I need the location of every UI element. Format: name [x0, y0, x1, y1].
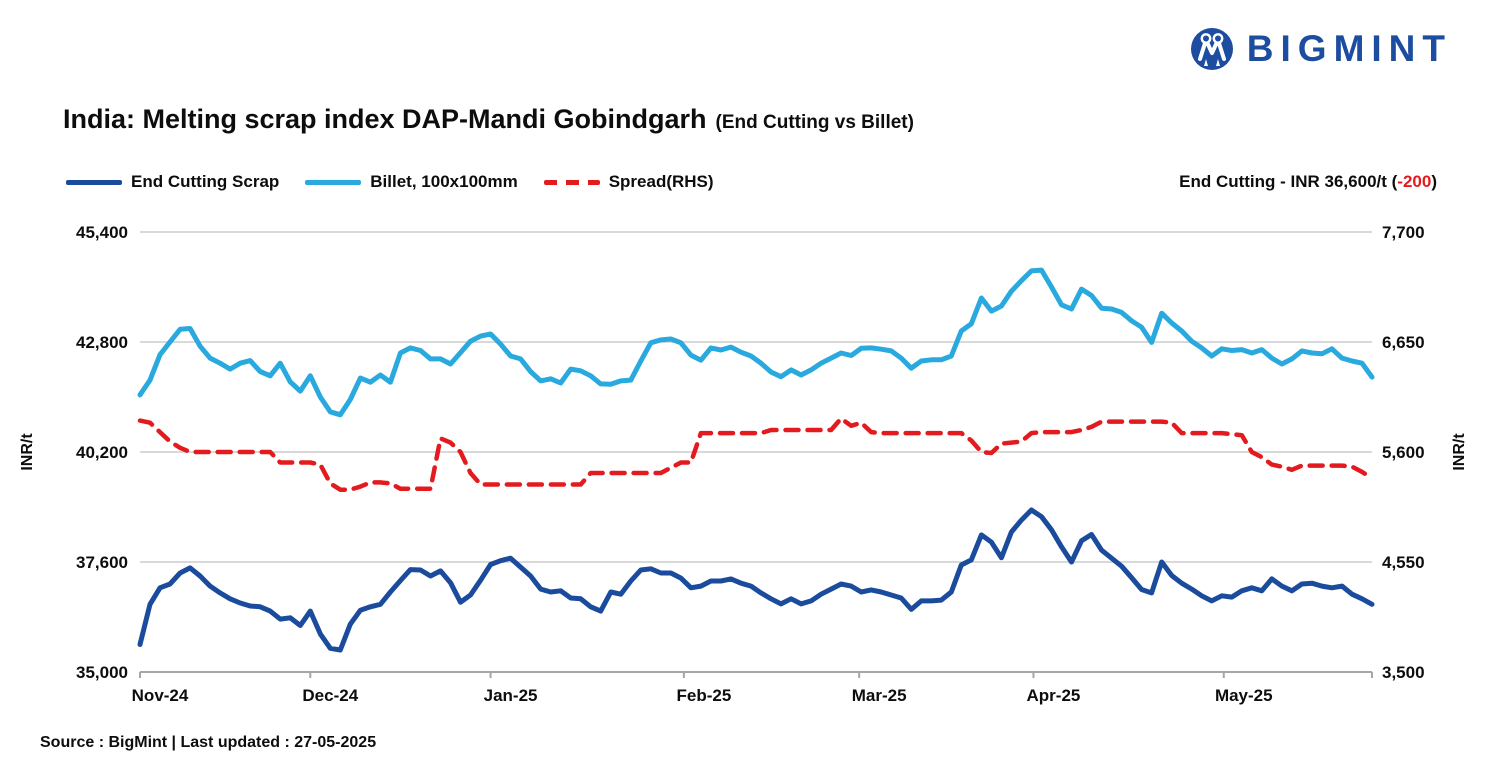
- right-axis-label: 4,550: [1382, 553, 1425, 572]
- latest-price-annotation: End Cutting - INR 36,600/t (-200): [1179, 172, 1437, 192]
- chart-legend: End Cutting Scrap Billet, 100x100mm Spre…: [66, 172, 714, 192]
- left-axis-label: 37,600: [76, 553, 128, 572]
- x-axis-label: Dec-24: [302, 686, 358, 705]
- legend-item-billet: Billet, 100x100mm: [305, 172, 518, 192]
- x-axis-label: Apr-25: [1027, 686, 1081, 705]
- left-axis-label: 35,000: [76, 663, 128, 682]
- bigmint-logo-text: BIGMINT: [1246, 28, 1452, 69]
- legend-item-end-cutting-scrap: End Cutting Scrap: [66, 172, 279, 192]
- legend-label: Spread(RHS): [608, 172, 714, 191]
- x-axis-label: Mar-25: [852, 686, 907, 705]
- left-axis-label: 45,400: [76, 223, 128, 242]
- right-axis-label: 7,700: [1382, 223, 1425, 242]
- source-note: Source : BigMint | Last updated : 27-05-…: [40, 734, 377, 751]
- series-end-cutting-scrap: [137, 507, 1375, 653]
- left-axis-label: 40,200: [76, 443, 128, 462]
- x-axis-label: May-25: [1215, 686, 1273, 705]
- spread-dashed-swatch-icon: [543, 179, 600, 185]
- bigmint-logo: BIGMINT: [1189, 26, 1452, 72]
- right-axis-title: INR/t: [1451, 433, 1468, 471]
- x-axis-label: Feb-25: [676, 686, 731, 705]
- legend-label: End Cutting Scrap: [131, 172, 280, 191]
- right-axis-label: 5,600: [1382, 443, 1425, 462]
- left-axis-title: INR/t: [19, 433, 36, 471]
- series-spread-rhs: [137, 416, 1375, 492]
- right-axis-label: 6,650: [1382, 333, 1425, 352]
- billet-line-swatch-icon: [305, 179, 362, 185]
- end-cutting-line-swatch-icon: [66, 179, 122, 185]
- x-axis-label: Jan-25: [484, 686, 538, 705]
- annotation-prefix: End Cutting - INR 36,600/t (: [1179, 172, 1398, 191]
- chart-title: India: Melting scrap index DAP-Mandi Gob…: [63, 104, 707, 134]
- annotation-change-value: -200: [1397, 172, 1432, 191]
- chart-subtitle: (End Cutting vs Billet): [715, 112, 914, 133]
- left-axis-label: 42,800: [76, 333, 128, 352]
- annotation-suffix: ): [1431, 172, 1437, 191]
- legend-label: Billet, 100x100mm: [370, 172, 518, 191]
- chart-title-row: India: Melting scrap index DAP-Mandi Gob…: [63, 104, 914, 135]
- x-axis-label: Nov-24: [132, 686, 189, 705]
- right-axis-label: 3,500: [1382, 663, 1425, 682]
- legend-item-spread: Spread(RHS): [543, 172, 714, 192]
- series-billet-100x100mm: [137, 267, 1375, 418]
- bigmint-logo-icon: [1190, 28, 1233, 70]
